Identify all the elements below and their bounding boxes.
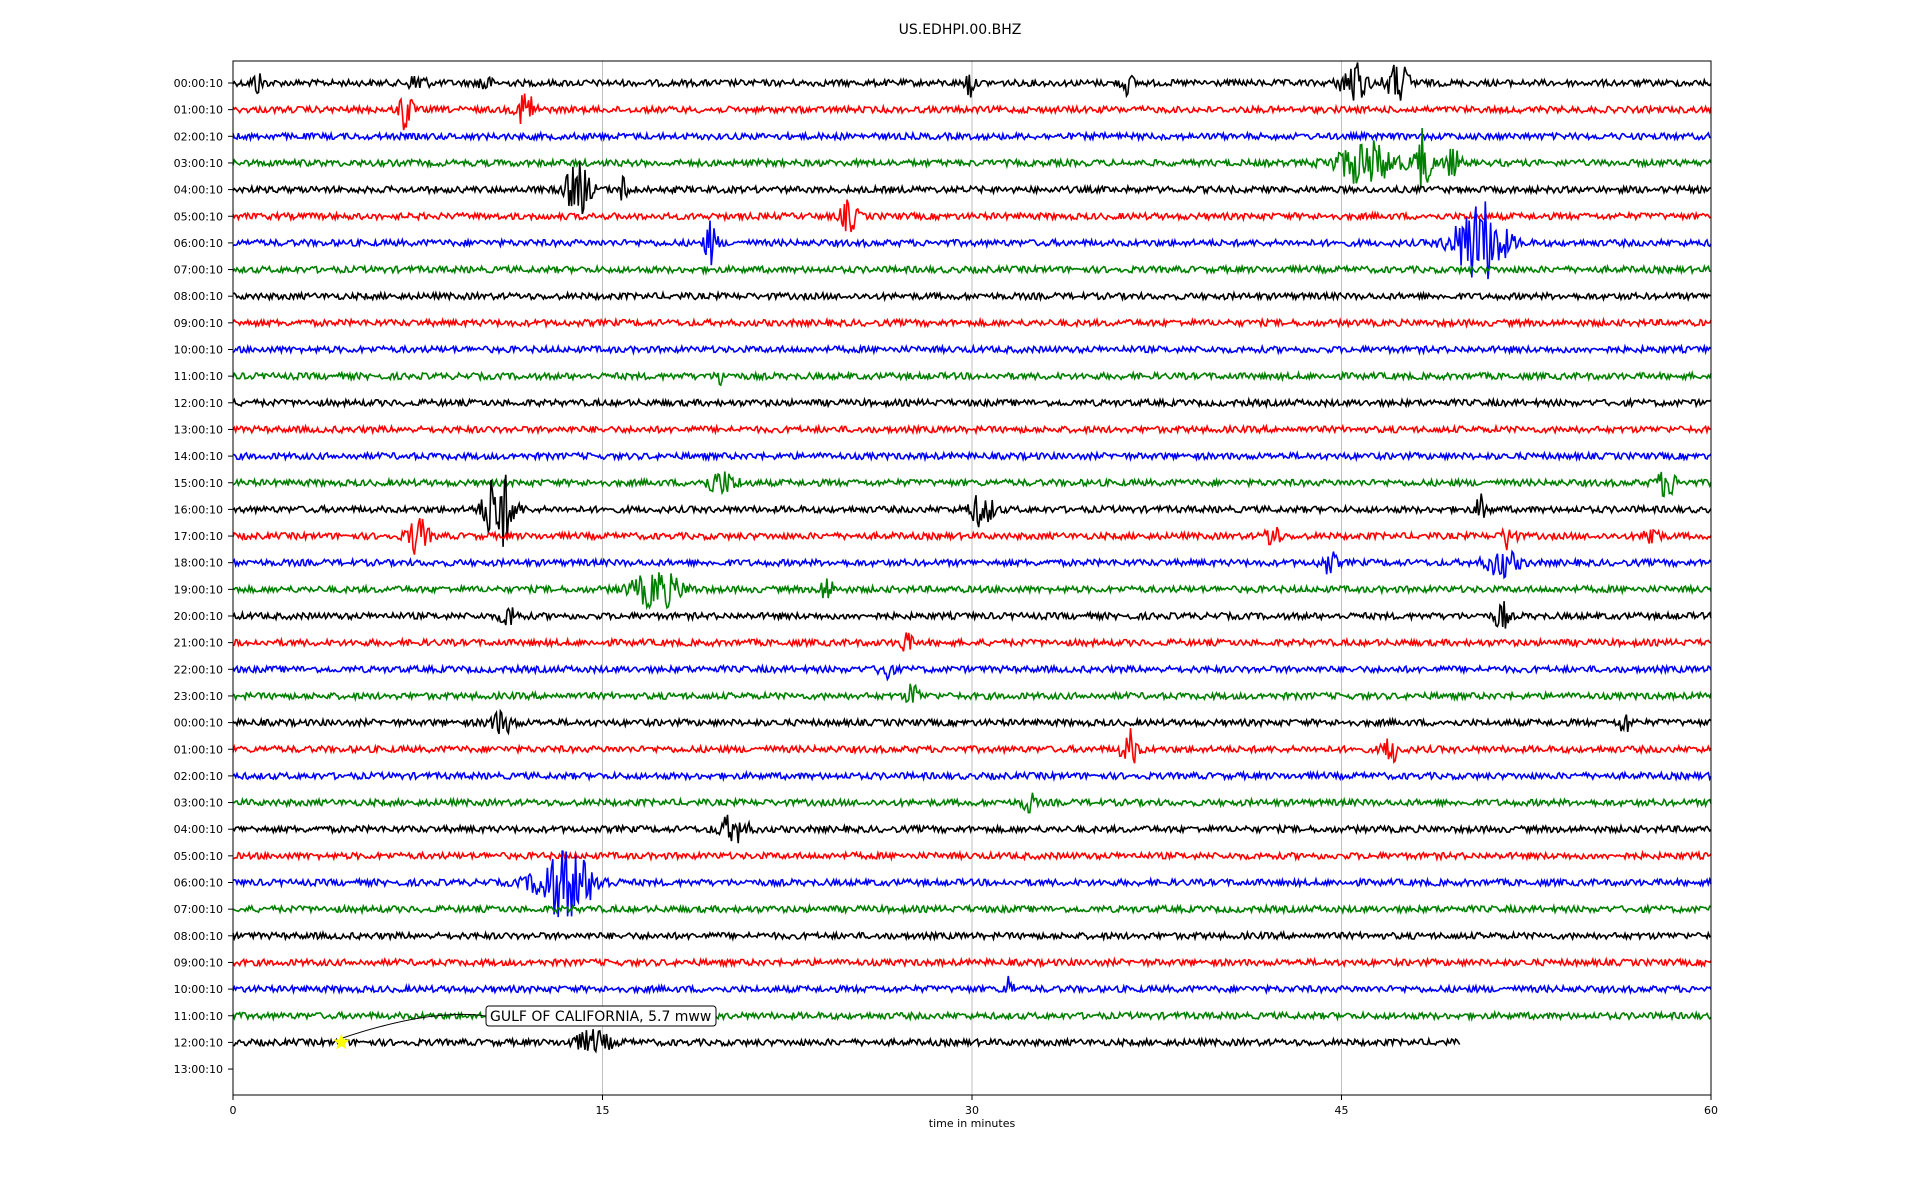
x-axis: 0 15 30 45 60 — [230, 1095, 1718, 1117]
trace-36 — [232, 1029, 1461, 1054]
row-label-26: 02:00:10 — [174, 770, 223, 783]
row-label-8: 08:00:10 — [174, 290, 223, 303]
trace-1 — [232, 93, 1712, 131]
trace-14 — [232, 449, 1712, 463]
row-label-3: 03:00:10 — [174, 157, 223, 170]
row-label-1: 01:00:10 — [174, 104, 223, 117]
trace-33 — [232, 956, 1712, 969]
row-label-19: 19:00:10 — [174, 583, 223, 596]
trace-28 — [232, 814, 1712, 844]
trace-8 — [232, 289, 1712, 303]
row-label-22: 22:00:10 — [174, 663, 223, 676]
x-axis-label: time in minutes — [929, 1117, 1016, 1130]
trace-9 — [232, 316, 1712, 329]
row-label-34: 10:00:10 — [174, 983, 223, 996]
chart-title: US.EDHPI.00.BHZ — [899, 22, 1022, 38]
grid-layer — [602, 61, 1342, 1095]
trace-4 — [232, 162, 1712, 215]
row-label-31: 07:00:10 — [174, 903, 223, 916]
event-star-icon — [333, 1033, 350, 1050]
row-label-7: 07:00:10 — [174, 264, 223, 277]
row-label-32: 08:00:10 — [174, 930, 223, 943]
row-label-2: 02:00:10 — [174, 130, 223, 143]
trace-7 — [232, 263, 1712, 276]
annotation-text: GULF OF CALIFORNIA, 5.7 mww — [490, 1009, 711, 1025]
row-label-33: 09:00:10 — [174, 956, 223, 969]
trace-15 — [232, 471, 1712, 498]
trace-20 — [232, 601, 1712, 629]
trace-12 — [232, 396, 1712, 410]
row-label-14: 14:00:10 — [174, 450, 223, 463]
trace-19 — [232, 572, 1712, 611]
row-label-35: 11:00:10 — [174, 1010, 223, 1023]
row-label-18: 18:00:10 — [174, 557, 223, 570]
trace-24 — [232, 708, 1712, 736]
row-label-29: 05:00:10 — [174, 850, 223, 863]
row-label-0: 00:00:10 — [174, 77, 223, 90]
row-label-23: 23:00:10 — [174, 690, 223, 703]
trace-2 — [232, 130, 1711, 143]
row-label-5: 05:00:10 — [174, 210, 223, 223]
trace-21 — [232, 632, 1712, 652]
trace-layer — [232, 62, 1712, 1054]
trace-6 — [232, 201, 1712, 280]
x-tick-label-0: 0 — [230, 1104, 237, 1117]
row-label-21: 21:00:10 — [174, 637, 223, 650]
trace-29 — [232, 849, 1712, 863]
trace-16 — [232, 474, 1712, 547]
row-label-11: 11:00:10 — [174, 370, 223, 383]
trace-32 — [232, 929, 1712, 942]
row-label-24: 00:00:10 — [174, 717, 223, 730]
trace-5 — [232, 199, 1712, 233]
trace-17 — [232, 518, 1712, 555]
annotation-box — [485, 1005, 717, 1027]
row-label-13: 13:00:10 — [174, 423, 223, 436]
trace-31 — [232, 902, 1712, 916]
trace-18 — [232, 549, 1712, 580]
row-label-9: 09:00:10 — [174, 317, 223, 330]
trace-3 — [232, 127, 1712, 190]
row-label-17: 17:00:10 — [174, 530, 223, 543]
x-tick-label-2: 30 — [965, 1104, 979, 1117]
trace-35 — [232, 1009, 1712, 1022]
x-tick-label-4: 60 — [1704, 1104, 1718, 1117]
row-label-4: 04:00:10 — [174, 184, 223, 197]
trace-23 — [232, 683, 1712, 704]
annotation-layer: GULF OF CALIFORNIA, 5.7 mww — [333, 1005, 717, 1050]
trace-11 — [232, 369, 1712, 387]
trace-34 — [232, 975, 1712, 996]
trace-10 — [232, 343, 1712, 356]
row-label-27: 03:00:10 — [174, 797, 223, 810]
trace-25 — [232, 728, 1712, 764]
row-label-37: 13:00:10 — [174, 1063, 223, 1076]
x-tick-label-1: 15 — [596, 1104, 610, 1117]
trace-30 — [232, 850, 1712, 918]
annotation-connector — [341, 1013, 487, 1039]
row-label-28: 04:00:10 — [174, 823, 223, 836]
row-label-36: 12:00:10 — [174, 1036, 223, 1049]
row-label-12: 12:00:10 — [174, 397, 223, 410]
trace-0 — [232, 62, 1712, 101]
trace-26 — [232, 769, 1712, 783]
trace-27 — [232, 792, 1712, 814]
row-label-layer: 00:00:10 01:00:10 02:00:10 03:00:10 04:00:10… — [174, 77, 233, 1076]
row-label-20: 20:00:10 — [174, 610, 223, 623]
row-label-15: 15:00:10 — [174, 477, 223, 490]
row-label-25: 01:00:10 — [174, 743, 223, 756]
trace-22 — [232, 663, 1712, 682]
row-label-10: 10:00:10 — [174, 344, 223, 357]
trace-13 — [232, 423, 1712, 436]
x-tick-label-3: 45 — [1335, 1104, 1349, 1117]
row-label-30: 06:00:10 — [174, 877, 223, 890]
row-label-6: 06:00:10 — [174, 237, 223, 250]
row-label-16: 16:00:10 — [174, 503, 223, 516]
